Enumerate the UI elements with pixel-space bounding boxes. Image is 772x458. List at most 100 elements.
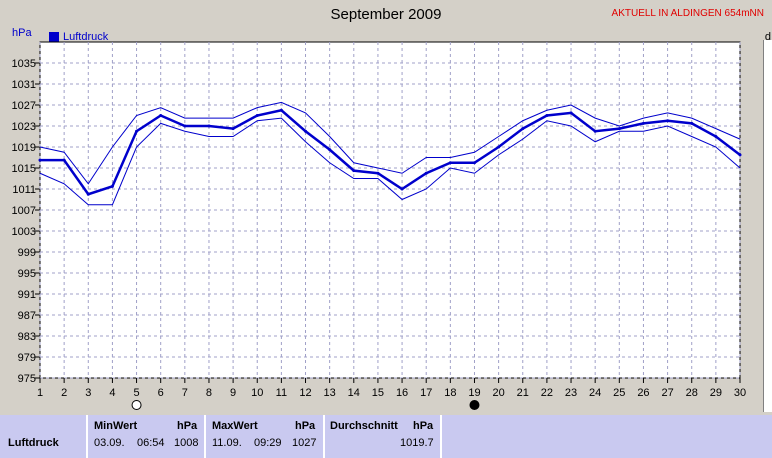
x-tick-label: 13 (324, 387, 336, 399)
stats-table (0, 415, 772, 458)
table-divider (440, 415, 442, 458)
data-point (352, 169, 356, 173)
series-line-max (39, 101, 741, 185)
data-point (110, 184, 114, 188)
data-point (255, 114, 259, 117)
x-tick-label: 2 (61, 387, 67, 399)
data-point (641, 121, 645, 125)
pressure-chart: 9759799839879919959991003100710111015101… (12, 41, 746, 410)
data-point (62, 158, 66, 162)
x-tick-label: 9 (230, 387, 236, 399)
x-tick-label: 17 (420, 387, 432, 399)
data-point (86, 192, 90, 196)
y-tick-label: 1011 (12, 184, 36, 196)
x-tick-label: 23 (565, 387, 577, 399)
data-point (497, 145, 501, 149)
data-point (279, 108, 283, 112)
max-header: MaxWert (212, 420, 258, 432)
table-divider (323, 415, 325, 458)
data-point (159, 114, 163, 117)
y-tick-label: 1003 (12, 226, 36, 238)
new-moon-icon (469, 400, 480, 410)
data-point (521, 127, 525, 131)
data-point (472, 161, 476, 165)
x-tick-label: 12 (299, 387, 311, 399)
y-tick-label: 995 (18, 268, 36, 280)
data-point (569, 111, 573, 115)
y-tick-label: 1035 (12, 58, 36, 70)
data-point (617, 127, 621, 131)
x-tick-label: 28 (686, 387, 698, 399)
y-tick-label: 1023 (12, 121, 36, 133)
data-point (38, 158, 42, 162)
max-date: 11.09. (212, 437, 242, 449)
series-line-min (39, 117, 741, 206)
data-point (376, 171, 380, 175)
x-tick-label: 27 (661, 387, 673, 399)
live-location-label: AKTUELL IN ALDINGEN 654mNN (611, 8, 764, 19)
y-tick-label: 979 (18, 352, 36, 364)
x-tick-label: 20 (492, 387, 504, 399)
series-line-mean (40, 108, 741, 196)
data-point (183, 124, 187, 128)
x-tick-label: 21 (517, 387, 529, 399)
data-point (448, 161, 452, 165)
x-tick-label: 18 (444, 387, 456, 399)
y-tick-label: 983 (18, 331, 36, 343)
full-moon-icon (131, 400, 142, 410)
y-tick-label: 1027 (12, 100, 36, 112)
y-tick-label: 1031 (12, 79, 36, 91)
y-tick-label: 987 (18, 310, 36, 322)
x-tick-label: 25 (613, 387, 625, 399)
min-date: 03.09. (94, 437, 125, 449)
data-point (424, 171, 428, 175)
x-tick-label: 6 (158, 387, 164, 399)
right-side-panel (763, 40, 772, 412)
x-tick-label: 1 (37, 387, 43, 399)
y-tick-label: 991 (18, 289, 36, 301)
x-tick-label: 22 (541, 387, 553, 399)
avg-unit: hPa (413, 420, 434, 432)
y-tick-label: 999 (18, 247, 36, 259)
x-tick-label: 24 (589, 387, 601, 399)
x-tick-label: 7 (182, 387, 188, 399)
data-point (593, 129, 597, 133)
min-unit: hPa (177, 420, 198, 432)
min-time: 06:54 (137, 437, 165, 449)
data-point (400, 187, 404, 191)
max-unit: hPa (295, 420, 316, 432)
x-tick-label: 30 (734, 387, 746, 399)
x-tick-label: 15 (372, 387, 384, 399)
avg-header: Durchschnitt (330, 420, 398, 432)
table-divider (204, 415, 206, 458)
data-point (738, 153, 742, 157)
min-header: MinWert (94, 420, 138, 432)
y-tick-label: 1007 (12, 205, 36, 217)
x-tick-label: 3 (85, 387, 91, 399)
x-tick-label: 10 (251, 387, 263, 399)
right-edge-label: d (764, 31, 771, 43)
x-tick-label: 5 (133, 387, 139, 399)
x-tick-label: 11 (276, 387, 287, 399)
row-label: Luftdruck (8, 437, 59, 449)
data-point (666, 119, 670, 123)
table-divider (86, 415, 88, 458)
legend-label: Luftdruck (63, 31, 109, 43)
min-value: 1008 (174, 437, 199, 449)
data-point (328, 148, 332, 152)
data-point (207, 124, 211, 128)
x-tick-label: 29 (710, 387, 722, 399)
legend-swatch (49, 32, 59, 42)
avg-value: 1019.7 (400, 437, 434, 449)
x-tick-label: 8 (206, 387, 212, 399)
data-point (231, 127, 235, 131)
x-tick-label: 19 (468, 387, 480, 399)
max-value: 1027 (292, 437, 317, 449)
x-tick-label: 4 (109, 387, 115, 399)
data-point (135, 129, 139, 133)
y-axis-unit: hPa (12, 27, 32, 39)
x-tick-label: 16 (396, 387, 408, 399)
x-tick-label: 26 (637, 387, 649, 399)
legend: Luftdruck (49, 31, 108, 43)
data-point (690, 121, 694, 125)
